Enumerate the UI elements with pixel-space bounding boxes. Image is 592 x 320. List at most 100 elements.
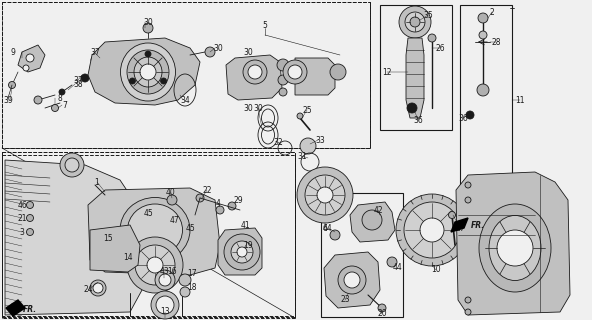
Polygon shape [18, 45, 45, 72]
Circle shape [330, 230, 340, 240]
Polygon shape [350, 202, 395, 242]
Circle shape [59, 89, 65, 95]
Circle shape [279, 88, 287, 96]
Bar [380, 5, 452, 130]
Bar [2, 152, 295, 317]
Circle shape [288, 65, 302, 79]
Text: 26: 26 [435, 44, 445, 52]
Text: 46: 46 [17, 201, 27, 210]
Polygon shape [451, 218, 468, 232]
Text: 9: 9 [11, 47, 15, 57]
Ellipse shape [121, 43, 175, 101]
Circle shape [465, 197, 471, 203]
Circle shape [317, 187, 333, 203]
Circle shape [27, 214, 34, 221]
Polygon shape [5, 160, 142, 315]
Text: 45: 45 [185, 223, 195, 233]
Circle shape [130, 78, 136, 84]
Text: 37: 37 [90, 47, 100, 57]
Circle shape [404, 202, 460, 258]
Text: 34: 34 [180, 95, 190, 105]
Circle shape [145, 51, 151, 57]
Text: 3: 3 [20, 228, 24, 236]
Text: 20: 20 [377, 309, 387, 318]
Ellipse shape [127, 50, 169, 94]
Text: FR.: FR. [23, 306, 37, 315]
Circle shape [497, 230, 533, 266]
Ellipse shape [179, 274, 191, 286]
Text: 7: 7 [63, 100, 67, 109]
Text: 13: 13 [160, 308, 170, 316]
Circle shape [93, 283, 103, 293]
Circle shape [224, 234, 260, 270]
Text: 5: 5 [263, 20, 268, 29]
Circle shape [362, 210, 382, 230]
Text: 30: 30 [143, 18, 153, 27]
Circle shape [52, 105, 59, 111]
Text: 14: 14 [123, 253, 133, 262]
Circle shape [465, 297, 471, 303]
Circle shape [81, 74, 89, 82]
Circle shape [477, 84, 489, 96]
Text: 36: 36 [413, 116, 423, 124]
Circle shape [237, 247, 247, 257]
Circle shape [228, 202, 236, 210]
Circle shape [8, 82, 15, 89]
Circle shape [378, 304, 386, 312]
Text: 41: 41 [240, 220, 250, 229]
Text: 36: 36 [458, 114, 468, 123]
Polygon shape [226, 55, 282, 100]
Circle shape [205, 47, 215, 57]
Text: 45: 45 [143, 209, 153, 218]
Circle shape [449, 212, 455, 219]
Circle shape [159, 274, 171, 286]
Text: 28: 28 [491, 37, 501, 46]
Ellipse shape [300, 138, 316, 154]
Bar [2, 2, 370, 148]
Circle shape [478, 13, 488, 23]
Circle shape [140, 64, 156, 80]
Circle shape [135, 245, 175, 285]
Circle shape [216, 206, 224, 214]
Polygon shape [456, 172, 570, 315]
Text: 37: 37 [73, 76, 83, 84]
Text: 32: 32 [273, 138, 283, 147]
Text: 25: 25 [302, 106, 312, 115]
Circle shape [407, 103, 417, 113]
Ellipse shape [134, 57, 162, 87]
Circle shape [127, 237, 183, 293]
Circle shape [23, 65, 29, 71]
Circle shape [277, 59, 289, 71]
Circle shape [26, 54, 34, 62]
Circle shape [147, 257, 163, 273]
Ellipse shape [127, 204, 182, 256]
Text: 43: 43 [159, 268, 169, 276]
Text: 8: 8 [57, 93, 62, 102]
Circle shape [196, 194, 204, 202]
Text: 24: 24 [83, 285, 93, 294]
Circle shape [330, 64, 346, 80]
Bar [321, 193, 403, 317]
Text: 18: 18 [187, 283, 197, 292]
Circle shape [466, 111, 474, 119]
Circle shape [155, 270, 175, 290]
Circle shape [387, 257, 397, 267]
Circle shape [465, 182, 471, 188]
Text: 2: 2 [490, 7, 494, 17]
Circle shape [34, 96, 42, 104]
Circle shape [143, 23, 153, 33]
Circle shape [243, 60, 267, 84]
Ellipse shape [489, 215, 541, 281]
Circle shape [465, 309, 471, 315]
Circle shape [297, 113, 303, 119]
Circle shape [405, 12, 425, 32]
Text: 19: 19 [243, 241, 253, 250]
Circle shape [344, 272, 360, 288]
Text: 16: 16 [167, 268, 177, 276]
Circle shape [160, 78, 166, 84]
Text: 44: 44 [393, 263, 403, 273]
Polygon shape [88, 188, 220, 275]
Text: 22: 22 [202, 186, 212, 195]
Circle shape [278, 75, 288, 85]
Text: FR.: FR. [471, 220, 485, 229]
